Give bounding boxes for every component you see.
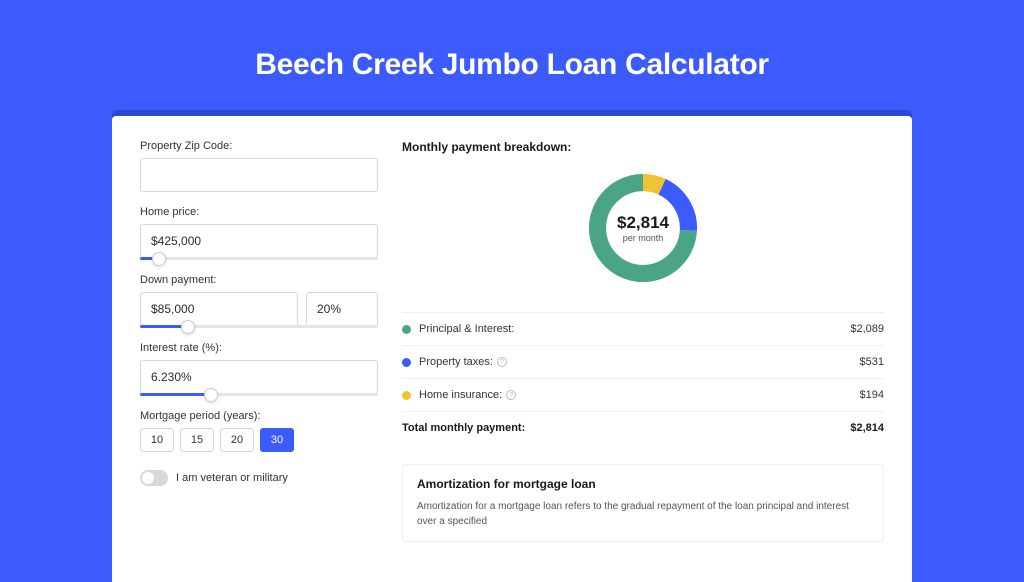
breakdown-title: Monthly payment breakdown: xyxy=(402,140,884,154)
period-option-15[interactable]: 15 xyxy=(180,428,214,452)
period-option-20[interactable]: 20 xyxy=(220,428,254,452)
dot-taxes xyxy=(402,358,411,367)
interest-rate-slider[interactable] xyxy=(140,393,378,396)
mortgage-period-options: 10 15 20 30 xyxy=(140,428,378,452)
inputs-column: Property Zip Code: Home price: Down paym… xyxy=(140,140,378,542)
interest-rate-field: Interest rate (%): xyxy=(140,342,378,396)
breakdown-value-taxes: $531 xyxy=(860,356,884,368)
down-payment-slider-thumb[interactable] xyxy=(181,320,195,334)
home-price-slider-thumb[interactable] xyxy=(152,252,166,266)
breakdown-row-principal: Principal & Interest: $2,089 xyxy=(402,313,884,346)
period-option-30[interactable]: 30 xyxy=(260,428,294,452)
interest-rate-input[interactable] xyxy=(140,360,378,394)
down-payment-pct-input[interactable] xyxy=(306,292,378,326)
home-price-field: Home price: xyxy=(140,206,378,260)
results-column: Monthly payment breakdown: $2,814 per mo… xyxy=(402,140,884,542)
amortization-text: Amortization for a mortgage loan refers … xyxy=(417,499,869,529)
down-payment-amount-input[interactable] xyxy=(140,292,298,326)
calculator-card: Property Zip Code: Home price: Down paym… xyxy=(112,116,912,582)
breakdown-label-taxes: Property taxes: xyxy=(419,356,493,368)
breakdown-row-total: Total monthly payment: $2,814 xyxy=(402,412,884,444)
breakdown-value-principal: $2,089 xyxy=(850,323,884,335)
interest-rate-slider-fill xyxy=(140,393,211,396)
amortization-title: Amortization for mortgage loan xyxy=(417,477,869,491)
info-icon[interactable]: ? xyxy=(497,357,507,367)
donut-center-value: $2,814 xyxy=(617,213,669,233)
mortgage-period-field: Mortgage period (years): 10 15 20 30 xyxy=(140,410,378,452)
dot-principal xyxy=(402,325,411,334)
home-price-input[interactable] xyxy=(140,224,378,258)
payment-donut-chart: $2,814 per month xyxy=(583,168,703,288)
breakdown-list: Principal & Interest: $2,089 Property ta… xyxy=(402,312,884,444)
zip-field: Property Zip Code: xyxy=(140,140,378,192)
breakdown-label-principal: Principal & Interest: xyxy=(419,323,514,335)
breakdown-label-total: Total monthly payment: xyxy=(402,422,525,434)
breakdown-value-total: $2,814 xyxy=(850,422,884,434)
period-option-10[interactable]: 10 xyxy=(140,428,174,452)
interest-rate-slider-thumb[interactable] xyxy=(204,388,218,402)
breakdown-value-insurance: $194 xyxy=(860,389,884,401)
home-price-label: Home price: xyxy=(140,206,378,218)
veteran-toggle-knob xyxy=(142,472,154,484)
down-payment-label: Down payment: xyxy=(140,274,378,286)
breakdown-row-insurance: Home insurance: ? $194 xyxy=(402,379,884,412)
home-price-slider[interactable] xyxy=(140,257,378,260)
info-icon[interactable]: ? xyxy=(506,390,516,400)
mortgage-period-label: Mortgage period (years): xyxy=(140,410,378,422)
veteran-toggle[interactable] xyxy=(140,470,168,486)
zip-input[interactable] xyxy=(140,158,378,192)
interest-rate-label: Interest rate (%): xyxy=(140,342,378,354)
breakdown-label-insurance: Home insurance: xyxy=(419,389,502,401)
page-title: Beech Creek Jumbo Loan Calculator xyxy=(0,48,1024,82)
veteran-label: I am veteran or military xyxy=(176,472,288,484)
zip-label: Property Zip Code: xyxy=(140,140,378,152)
breakdown-row-taxes: Property taxes: ? $531 xyxy=(402,346,884,379)
donut-center-sub: per month xyxy=(623,233,664,243)
amortization-card: Amortization for mortgage loan Amortizat… xyxy=(402,464,884,542)
dot-insurance xyxy=(402,391,411,400)
down-payment-slider[interactable] xyxy=(140,325,378,328)
veteran-row: I am veteran or military xyxy=(140,470,378,486)
down-payment-field: Down payment: xyxy=(140,274,378,328)
